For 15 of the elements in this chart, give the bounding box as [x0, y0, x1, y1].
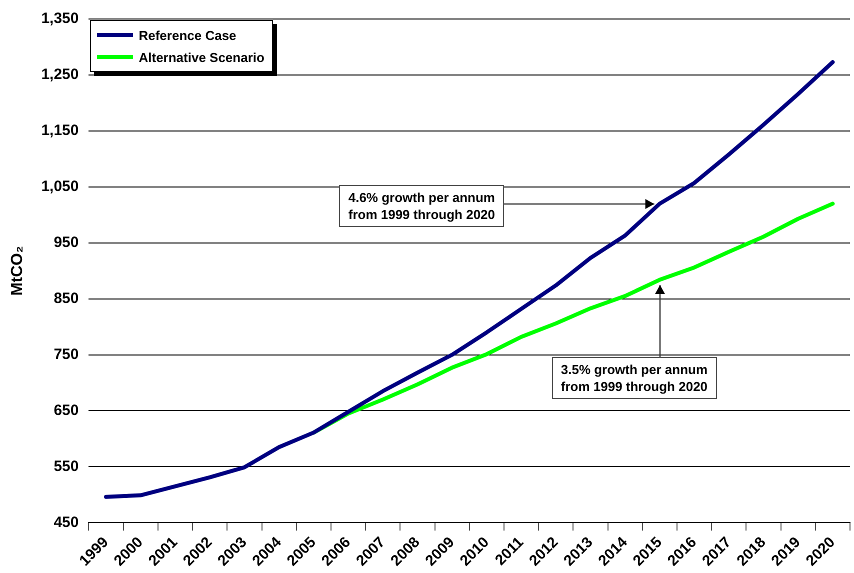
- y-tick-label: 750: [54, 346, 79, 363]
- y-tick-label: 550: [54, 458, 79, 475]
- y-tick-label: 850: [54, 290, 79, 307]
- y-tick-label: 950: [54, 234, 79, 251]
- y-tick-label: 1,350: [41, 10, 79, 28]
- y-tick-label: 1,150: [41, 122, 79, 140]
- annotation: 4.6% growth per annum from 1999 through 2020: [339, 184, 504, 227]
- y-tick-label: 1,050: [41, 178, 79, 196]
- y-tick-label: 650: [54, 402, 79, 419]
- y-tick-label: 450: [54, 514, 79, 531]
- y-tick-label: 1,250: [41, 66, 79, 84]
- annotation: 3.5% growth per annum from 1999 through 2020: [552, 356, 717, 399]
- y-axis-title: MtCO₂: [9, 246, 26, 296]
- legend-label: Reference Case: [138, 28, 236, 42]
- legend-label: Alternative Scenario: [138, 50, 264, 64]
